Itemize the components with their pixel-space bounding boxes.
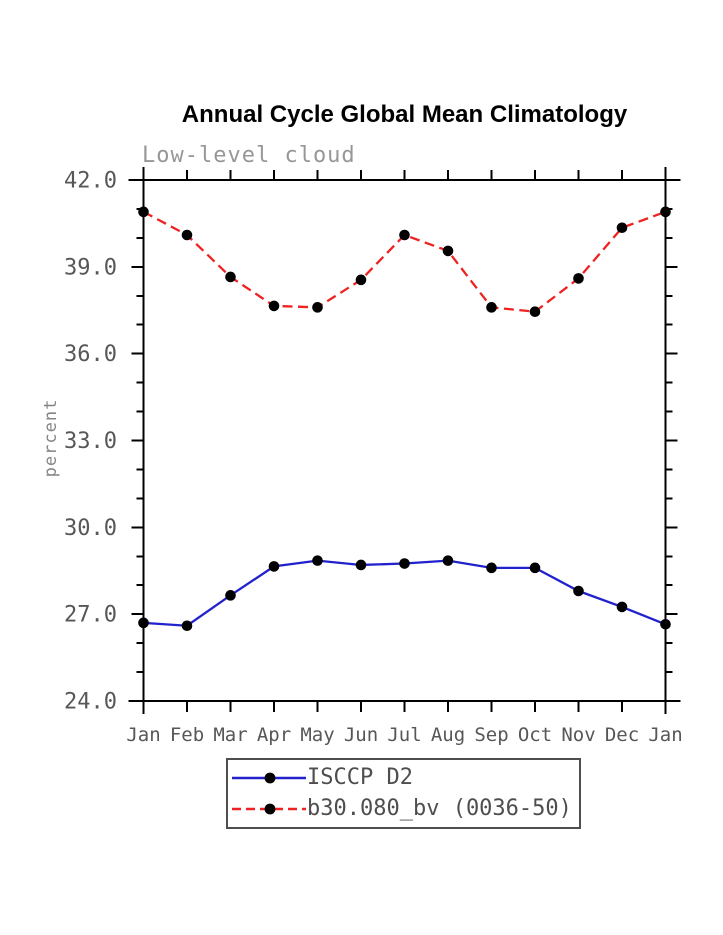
x-tick-label-Aug-7: Aug (431, 724, 465, 746)
series-0-marker-Jan-12 (660, 618, 671, 630)
series-0-marker-Oct-9 (529, 562, 541, 574)
series-0-marker-Nov-10 (573, 585, 584, 597)
series-1-marker-Jan-12 (660, 206, 671, 218)
series-0-marker-Mar-2 (225, 590, 236, 601)
series-0-line (143, 559, 666, 627)
x-tick-label-Feb-1: Feb (170, 724, 204, 746)
x-tick-label-Apr-3: Apr (257, 724, 291, 746)
x-tick-label-Dec-11: Dec (605, 724, 639, 746)
x-tick-label-Jun-5: Jun (344, 724, 378, 746)
x-tick-label-May-4: May (300, 724, 334, 746)
series-0-marker-Jan-0 (138, 617, 149, 629)
series-0-marker-May-4 (312, 555, 323, 566)
series-0-marker-Jun-5 (355, 559, 367, 571)
legend-label: ISCCP D2 (307, 764, 413, 790)
series-1-marker-Mar-2 (225, 271, 236, 283)
legend-item-1: b30.080_bv (0036-50) (228, 794, 579, 826)
series-1-marker-Oct-9 (529, 306, 541, 317)
legend-label: b30.080_bv (0036-50) (307, 796, 572, 822)
series-0-marker-Dec-11 (616, 601, 628, 613)
y-tick-label-39.0: 39.0 (64, 255, 117, 280)
chart-title: Annual Cycle Global Mean Climatology (181, 101, 628, 128)
y-tick-label-33.0: 33.0 (64, 429, 117, 454)
y-tick-label-36.0: 36.0 (64, 342, 117, 367)
series-1-marker-Nov-10 (573, 273, 584, 284)
y-tick-label-24.0: 24.0 (64, 690, 117, 715)
x-tick-label-Sep-8: Sep (474, 724, 508, 746)
series-0-marker-Feb-1 (181, 620, 193, 632)
x-tick-label-Jan-0: Jan (126, 724, 160, 746)
x-tick-label-Mar-2: Mar (213, 724, 247, 746)
series-1-marker-Apr-3 (268, 300, 280, 312)
y-tick-label-27.0: 27.0 (64, 603, 117, 628)
legend-item-0: ISCCP D2 (228, 762, 579, 794)
series-1-marker-Jul-6 (399, 229, 410, 241)
x-tick-label-Jul-6: Jul (387, 724, 421, 746)
series-1-marker-Sep-8 (486, 302, 497, 313)
x-tick-label-Oct-9: Oct (518, 724, 552, 746)
legend-box: ISCCP D2 b30.080_bv (0036-50) (226, 758, 581, 829)
series-1-marker-Dec-11 (616, 222, 628, 234)
series-1-marker-May-4 (312, 302, 323, 313)
series-1-line (142, 210, 666, 313)
series-0-marker-Apr-3 (268, 561, 280, 572)
chart-subtitle: Low-level cloud (142, 143, 356, 168)
y-tick-label-42.0: 42.0 (64, 169, 117, 194)
series-1-marker-Jan-0 (138, 206, 149, 218)
series-0-marker-Sep-8 (486, 562, 497, 574)
y-tick-label-30.0: 30.0 (64, 516, 117, 541)
series-0-marker-Aug-7 (442, 555, 454, 566)
series-0-marker-Jul-6 (399, 558, 410, 569)
series-1-marker-Feb-1 (181, 229, 193, 241)
series-1-marker-Jun-5 (355, 274, 367, 286)
x-tick-label-Nov-10: Nov (561, 724, 595, 746)
series-1-marker-Aug-7 (442, 245, 454, 257)
legend-line-sample-dashed (232, 803, 306, 815)
legend-line-sample-solid (232, 772, 306, 784)
x-tick-label-Jan-12: Jan (648, 724, 682, 746)
